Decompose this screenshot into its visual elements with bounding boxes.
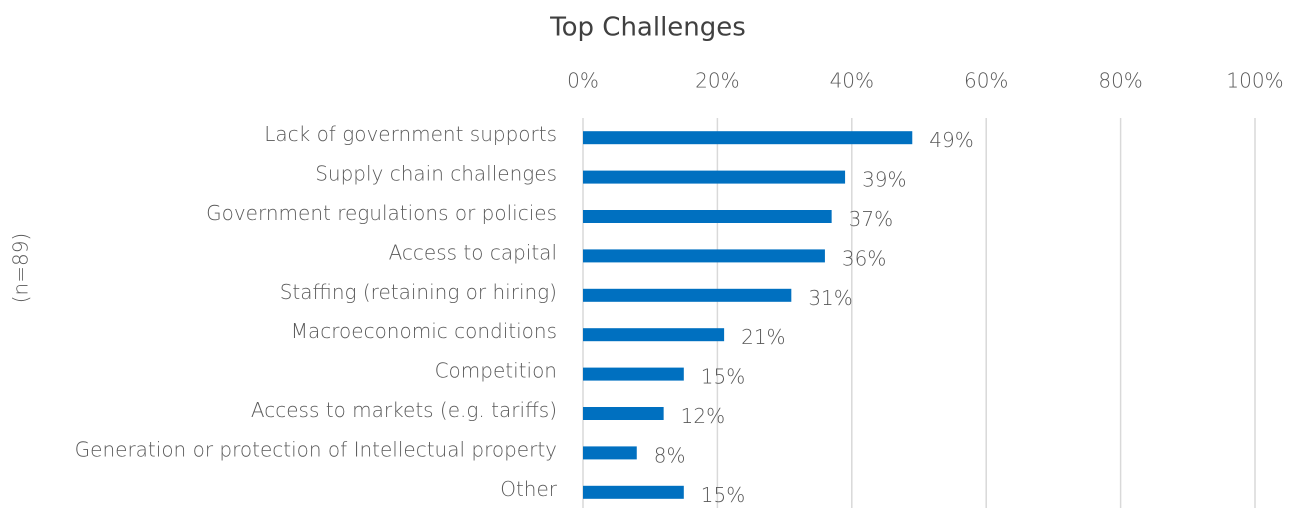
- y-tick-label: Government regulations or policies: [206, 201, 557, 225]
- y-axis-label: (n=89): [9, 233, 33, 304]
- value-label: 15%: [701, 483, 745, 507]
- x-tick-label: 40%: [830, 69, 874, 93]
- value-label: 37%: [849, 207, 893, 231]
- value-label: 36%: [842, 246, 886, 270]
- x-tick-label: 0%: [567, 69, 599, 93]
- bar: [583, 170, 846, 184]
- x-tick-label: 60%: [964, 69, 1008, 93]
- y-tick-label: Macroeconomic conditions: [291, 319, 557, 343]
- y-tick-label: Supply chain challenges: [315, 162, 557, 186]
- bar: [583, 210, 832, 223]
- value-label: 31%: [808, 286, 852, 310]
- y-tick-label: Access to capital: [389, 240, 557, 264]
- bar: [583, 367, 684, 381]
- bar: [583, 407, 664, 420]
- bar: [583, 446, 637, 460]
- value-label: 8%: [654, 443, 686, 467]
- bar: [583, 131, 913, 145]
- bar: [583, 328, 725, 342]
- value-label: 21%: [741, 325, 785, 349]
- y-tick-label: Lack of government supports: [264, 122, 557, 146]
- value-label: 39%: [862, 168, 906, 192]
- bar: [583, 249, 825, 263]
- y-tick-label: Other: [500, 477, 558, 501]
- value-label: 12%: [681, 404, 725, 428]
- chart-title: Top Challenges: [549, 13, 746, 43]
- y-tick-label: Competition: [435, 359, 557, 383]
- x-tick-label: 20%: [695, 69, 739, 93]
- y-tick-label: Generation or protection of Intellectual…: [75, 437, 557, 461]
- y-tick-label: Access to markets (e.g. tariffs): [251, 398, 557, 422]
- bar: [583, 485, 684, 499]
- value-label: 15%: [701, 365, 745, 389]
- x-tick-label: 100%: [1226, 69, 1283, 93]
- value-label: 49%: [929, 128, 973, 152]
- y-tick-label: Staffing (retaining or hiring): [280, 280, 557, 304]
- x-tick-label: 80%: [1098, 69, 1142, 93]
- bar: [583, 288, 792, 302]
